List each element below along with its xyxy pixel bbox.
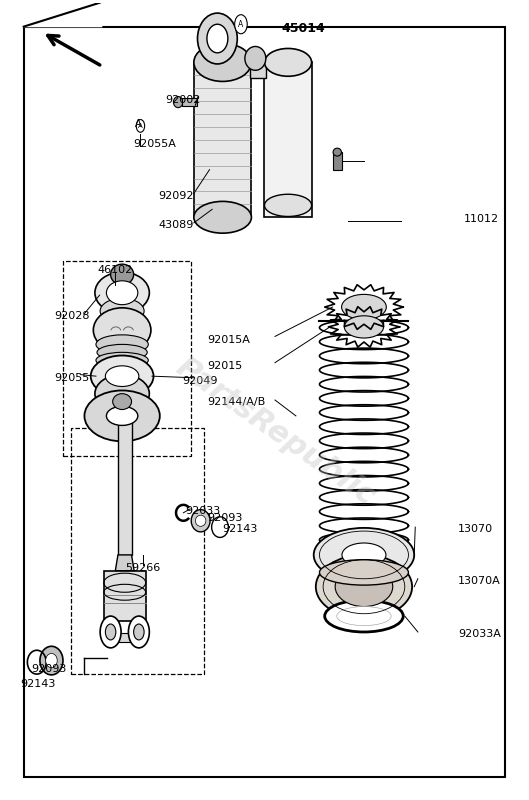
Ellipse shape <box>90 355 153 397</box>
Ellipse shape <box>342 294 386 320</box>
Ellipse shape <box>264 49 312 76</box>
Ellipse shape <box>95 272 149 314</box>
Text: 92092: 92092 <box>158 191 194 201</box>
Ellipse shape <box>191 510 210 532</box>
Circle shape <box>105 624 116 640</box>
Ellipse shape <box>316 555 412 618</box>
Bar <box>194 62 251 218</box>
Text: 59266: 59266 <box>125 563 161 574</box>
Ellipse shape <box>320 560 408 585</box>
Ellipse shape <box>93 308 151 352</box>
Ellipse shape <box>45 654 57 668</box>
Polygon shape <box>24 2 102 26</box>
Circle shape <box>235 14 247 34</box>
Text: A: A <box>138 123 143 129</box>
Bar <box>250 58 266 78</box>
Text: A: A <box>239 20 243 29</box>
Text: 92033: 92033 <box>185 506 220 516</box>
Text: 13070A: 13070A <box>458 576 501 586</box>
Polygon shape <box>115 555 134 571</box>
Ellipse shape <box>264 194 312 217</box>
Text: 13070: 13070 <box>458 525 494 534</box>
Ellipse shape <box>40 646 63 675</box>
Circle shape <box>136 119 144 132</box>
Ellipse shape <box>106 406 138 426</box>
Text: 92144/A/B: 92144/A/B <box>207 398 265 407</box>
Ellipse shape <box>333 148 341 156</box>
Ellipse shape <box>97 344 147 360</box>
Ellipse shape <box>96 352 148 368</box>
Text: A: A <box>134 118 141 129</box>
Ellipse shape <box>96 335 148 354</box>
Ellipse shape <box>314 528 414 582</box>
Ellipse shape <box>325 600 403 632</box>
Ellipse shape <box>111 264 134 285</box>
Circle shape <box>134 624 144 640</box>
Bar <box>104 571 145 621</box>
Text: 92033A: 92033A <box>458 630 501 639</box>
Text: 92093: 92093 <box>31 663 67 674</box>
Bar <box>111 633 139 642</box>
Text: 92143: 92143 <box>21 678 56 689</box>
Text: 92015: 92015 <box>207 361 242 371</box>
Bar <box>183 98 197 106</box>
Circle shape <box>129 616 149 648</box>
Text: 11012: 11012 <box>463 214 498 224</box>
Text: 92049: 92049 <box>182 376 217 386</box>
Text: 46102: 46102 <box>98 265 133 274</box>
Text: 45014: 45014 <box>282 22 326 34</box>
Text: 92055A: 92055A <box>133 139 176 149</box>
Text: 92028: 92028 <box>54 310 89 321</box>
Text: 92093: 92093 <box>207 513 242 522</box>
Ellipse shape <box>95 374 149 413</box>
Ellipse shape <box>197 13 238 64</box>
Bar <box>118 420 132 555</box>
Ellipse shape <box>194 202 251 233</box>
Bar <box>71 428 204 674</box>
Ellipse shape <box>344 316 384 338</box>
Text: PartsRepublic: PartsRepublic <box>170 352 380 511</box>
Ellipse shape <box>342 543 386 567</box>
Ellipse shape <box>85 390 160 442</box>
Bar <box>333 152 342 170</box>
Ellipse shape <box>337 606 391 626</box>
Text: 43089: 43089 <box>159 220 194 230</box>
Ellipse shape <box>105 366 139 386</box>
Ellipse shape <box>194 43 251 82</box>
Text: 92055: 92055 <box>54 373 89 382</box>
Ellipse shape <box>335 567 393 606</box>
Ellipse shape <box>113 394 132 410</box>
Bar <box>264 62 312 218</box>
Ellipse shape <box>106 281 138 305</box>
Ellipse shape <box>195 515 206 526</box>
Bar <box>63 261 191 456</box>
Ellipse shape <box>174 97 183 108</box>
Ellipse shape <box>207 24 228 53</box>
Text: 92015A: 92015A <box>207 335 250 346</box>
Ellipse shape <box>100 298 144 324</box>
Ellipse shape <box>245 46 266 70</box>
Text: 92002: 92002 <box>166 94 201 105</box>
Circle shape <box>100 616 121 648</box>
Text: 92143: 92143 <box>223 524 258 534</box>
